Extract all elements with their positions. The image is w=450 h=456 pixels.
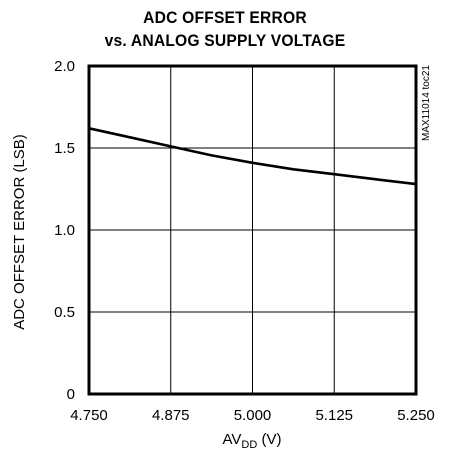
y-tick-label: 1.0 (54, 222, 75, 239)
x-axis-label: AVDD (V) (223, 431, 282, 451)
y-tick-label: 0 (67, 386, 75, 403)
chart-title-line1: ADC OFFSET ERROR (143, 8, 307, 27)
y-axis-label: ADC OFFSET ERROR (LSB) (11, 134, 28, 330)
y-tick-label: 0.5 (54, 304, 75, 321)
x-axis-label-unit: (V) (257, 431, 281, 448)
x-tick-label: 5.125 (315, 407, 353, 424)
x-axis-label-sub: DD (241, 439, 257, 451)
chart-title-line2: vs. ANALOG SUPPLY VOLTAGE (104, 31, 346, 50)
x-tick-label: 5.000 (234, 407, 272, 424)
figure-id-note: MAX11014 toc21 (421, 65, 432, 141)
y-tick-label: 1.5 (54, 140, 75, 157)
x-tick-labels: 4.750 4.875 5.000 5.125 5.250 (70, 407, 435, 424)
y-tick-labels: 0 0.5 1.0 1.5 2.0 (54, 58, 75, 403)
grid-lines (89, 66, 416, 394)
x-tick-label: 4.875 (152, 407, 190, 424)
x-axis-label-main: AV (223, 431, 242, 448)
x-tick-label: 4.750 (70, 407, 108, 424)
plot-frame (87, 64, 418, 396)
series-line (87, 127, 418, 186)
y-tick-label: 2.0 (54, 58, 75, 75)
x-tick-label: 5.250 (397, 407, 435, 424)
